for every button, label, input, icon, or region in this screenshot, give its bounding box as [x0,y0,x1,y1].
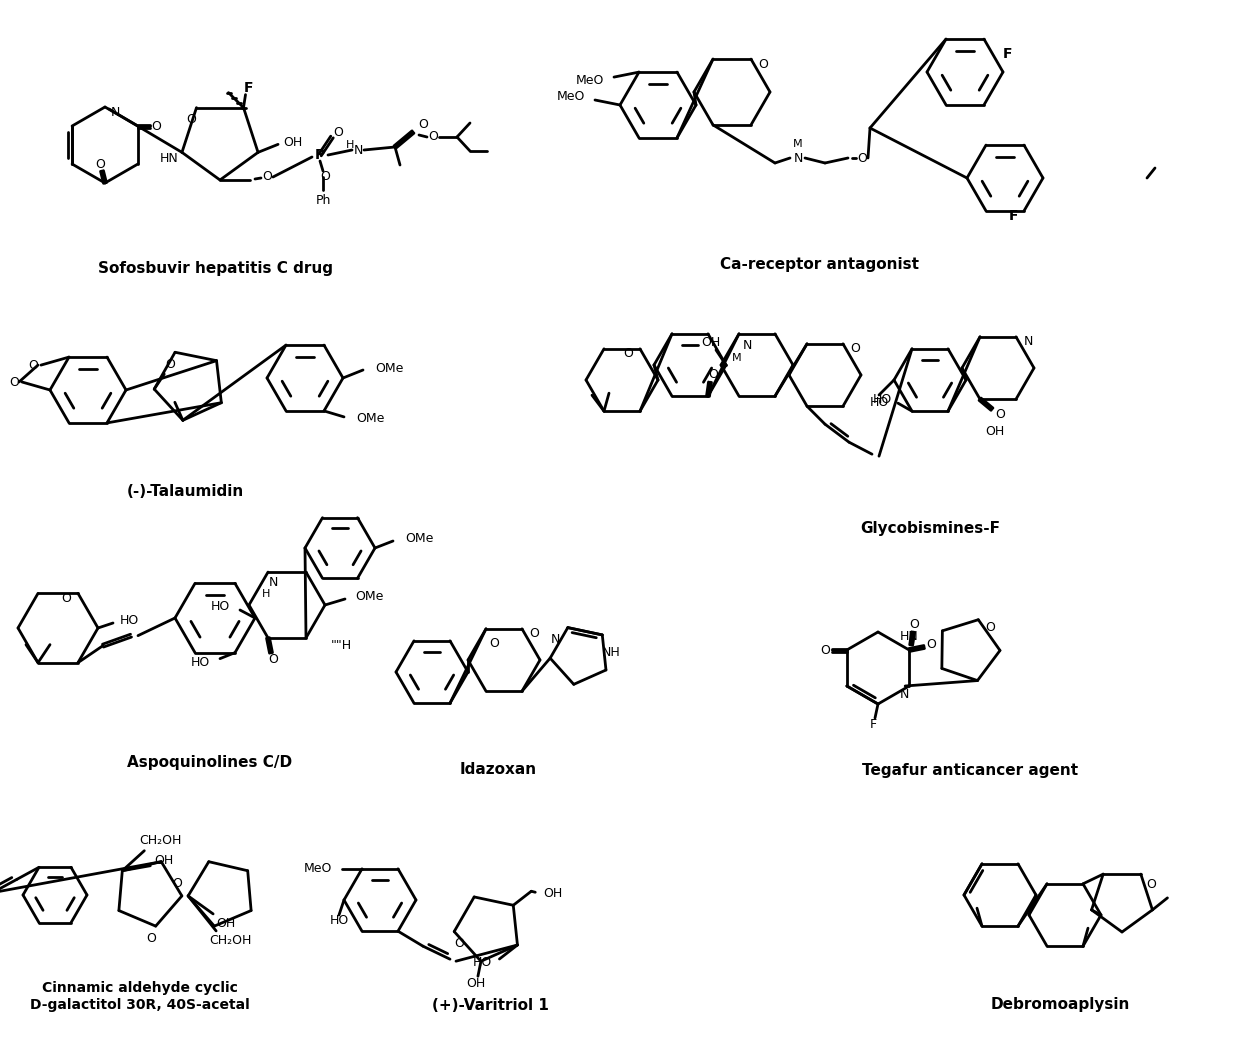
Text: O: O [454,937,464,950]
Text: P: P [315,148,325,162]
Text: (+)-Varitriol 1: (+)-Varitriol 1 [432,997,548,1013]
Text: HO: HO [211,599,229,613]
Text: N: N [268,575,278,589]
Text: O: O [320,171,330,183]
Text: N: N [110,105,120,119]
Text: O: O [9,375,19,389]
Text: O: O [428,130,438,144]
Text: O: O [909,619,919,631]
Text: O: O [1146,877,1156,891]
Text: O: O [262,171,272,183]
Text: Idazoxan: Idazoxan [460,763,537,777]
Text: HO: HO [869,396,889,408]
Text: OMe: OMe [356,413,384,425]
Text: Sofosbuvir hepatitis C drug: Sofosbuvir hepatitis C drug [98,260,332,275]
Text: N: N [743,340,751,352]
Text: Cinnamic aldehyde cyclic: Cinnamic aldehyde cyclic [42,981,238,995]
Text: Glycobismines-F: Glycobismines-F [861,521,999,536]
Text: O: O [165,357,175,371]
Text: OH: OH [466,976,486,990]
Text: N: N [551,634,560,646]
Text: MeO: MeO [575,74,604,86]
Text: O: O [95,158,105,172]
Text: HO: HO [873,393,892,405]
Text: Tegafur anticancer agent: Tegafur anticancer agent [862,763,1078,777]
Text: F: F [244,80,253,95]
Text: HO: HO [191,656,210,669]
Text: O: O [29,358,38,372]
Text: Ca-receptor antagonist: Ca-receptor antagonist [720,257,920,273]
Text: O: O [268,653,278,667]
Text: MeO: MeO [304,863,332,875]
Text: O: O [708,368,718,380]
Text: OH: OH [702,337,720,349]
Text: HN: HN [160,152,179,166]
Text: OH: OH [543,887,563,899]
Text: OH: OH [284,135,303,149]
Text: H: H [346,140,355,150]
Text: Debromoaplysin: Debromoaplysin [991,997,1130,1013]
Text: OMe: OMe [405,531,433,545]
Text: OMe: OMe [355,591,383,603]
Text: O: O [857,151,867,165]
Text: O: O [758,57,768,71]
Text: HO: HO [120,614,139,626]
Text: CH₂OH: CH₂OH [208,935,252,947]
Text: O: O [820,644,830,656]
Text: O: O [994,407,1004,421]
Text: O: O [418,119,428,131]
Text: O: O [334,126,343,140]
Text: M: M [732,353,742,363]
Text: ""H: ""H [331,640,352,652]
Text: F: F [1003,47,1013,61]
Text: O: O [146,932,156,945]
Text: (-)-Talaumidin: (-)-Talaumidin [126,485,243,499]
Text: MeO: MeO [557,91,585,103]
Text: N: N [353,144,362,156]
Text: Ph: Ph [315,195,331,207]
Text: F: F [1009,208,1019,223]
Text: HN: HN [900,630,919,644]
Text: HO: HO [330,914,348,926]
Text: F: F [869,718,877,730]
Text: Aspoquinolines C/D: Aspoquinolines C/D [128,754,293,769]
Text: O: O [622,347,632,361]
Text: OH: OH [217,917,236,931]
Text: O: O [926,639,936,651]
Text: O: O [151,120,161,132]
Text: N: N [1023,336,1033,348]
Text: CH₂OH: CH₂OH [139,835,181,847]
Text: OH: OH [986,425,1004,438]
Text: O: O [529,627,539,641]
Text: N: N [899,688,909,700]
Text: O: O [489,638,498,650]
Text: O: O [172,877,182,891]
Text: O: O [61,592,71,604]
Text: H: H [262,589,270,599]
Text: N: N [794,151,802,165]
Text: O: O [186,114,196,126]
Text: OMe: OMe [374,362,403,374]
Text: O: O [986,621,996,635]
Text: M: M [794,139,802,149]
Text: O: O [851,343,859,355]
Text: D-galactitol 30R, 40S-acetal: D-galactitol 30R, 40S-acetal [30,998,250,1012]
Text: NH: NH [601,645,620,659]
Text: HO: HO [474,957,492,969]
Text: OH: OH [155,854,174,867]
